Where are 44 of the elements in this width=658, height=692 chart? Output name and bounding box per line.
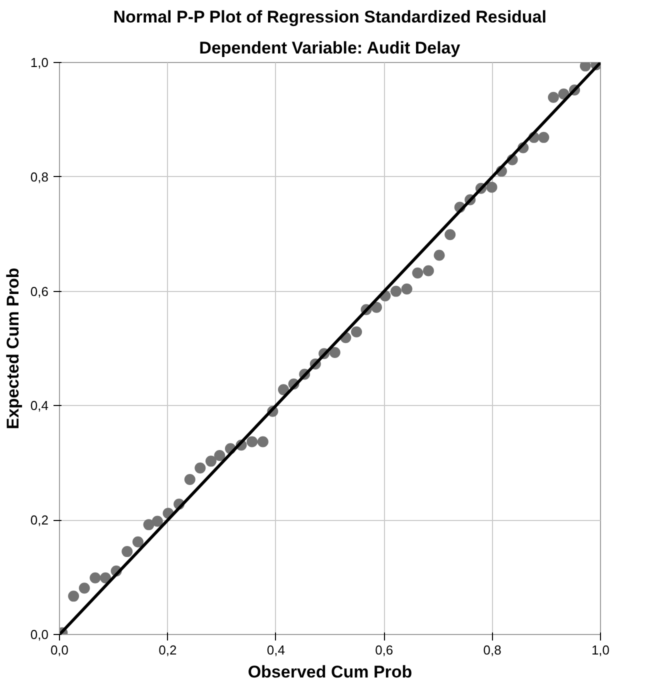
x-tick-label: 1,0 bbox=[591, 642, 610, 658]
point bbox=[580, 62, 591, 72]
point bbox=[132, 536, 144, 548]
y-tick-label: 0,8 bbox=[30, 169, 49, 184]
chart-title: Normal P-P Plot of Regression Standardized Residual bbox=[113, 8, 546, 26]
point bbox=[434, 250, 445, 261]
y-tick-label: 0,4 bbox=[30, 398, 49, 414]
point bbox=[194, 462, 206, 474]
point bbox=[78, 582, 90, 594]
point bbox=[122, 546, 133, 558]
point bbox=[486, 182, 498, 193]
point bbox=[152, 516, 163, 527]
point bbox=[278, 384, 289, 396]
point bbox=[351, 326, 362, 338]
point bbox=[246, 436, 258, 448]
point bbox=[412, 268, 424, 278]
x-axis-title: Observed Cum Prob bbox=[248, 662, 412, 682]
y-tick-label: 0,2 bbox=[30, 512, 49, 528]
point bbox=[100, 572, 111, 584]
point bbox=[205, 456, 216, 467]
point bbox=[371, 302, 382, 313]
point bbox=[68, 590, 80, 602]
x-tick-label: 0,2 bbox=[158, 642, 177, 658]
point bbox=[143, 519, 154, 530]
y-tick-label: 0,0 bbox=[30, 627, 49, 642]
x-tick-label: 0,0 bbox=[50, 642, 69, 658]
point bbox=[401, 284, 412, 294]
y-axis-title: Expected Cum Prob bbox=[3, 268, 22, 430]
point bbox=[538, 132, 550, 143]
point bbox=[184, 474, 196, 485]
x-tick-label: 0,4 bbox=[266, 642, 285, 658]
y-tick-label: 0,6 bbox=[30, 284, 49, 299]
point bbox=[214, 450, 226, 461]
y-tick-label: 1,0 bbox=[30, 55, 49, 70]
point bbox=[444, 229, 456, 240]
point bbox=[90, 572, 101, 584]
chart-subtitle: Dependent Variable: Audit Delay bbox=[199, 38, 461, 58]
point bbox=[390, 286, 402, 297]
point bbox=[329, 347, 340, 358]
point bbox=[257, 436, 268, 448]
x-tick-label: 0,8 bbox=[483, 642, 502, 658]
point bbox=[548, 92, 559, 103]
point bbox=[422, 265, 434, 276]
x-tick-label: 0,6 bbox=[375, 642, 394, 658]
